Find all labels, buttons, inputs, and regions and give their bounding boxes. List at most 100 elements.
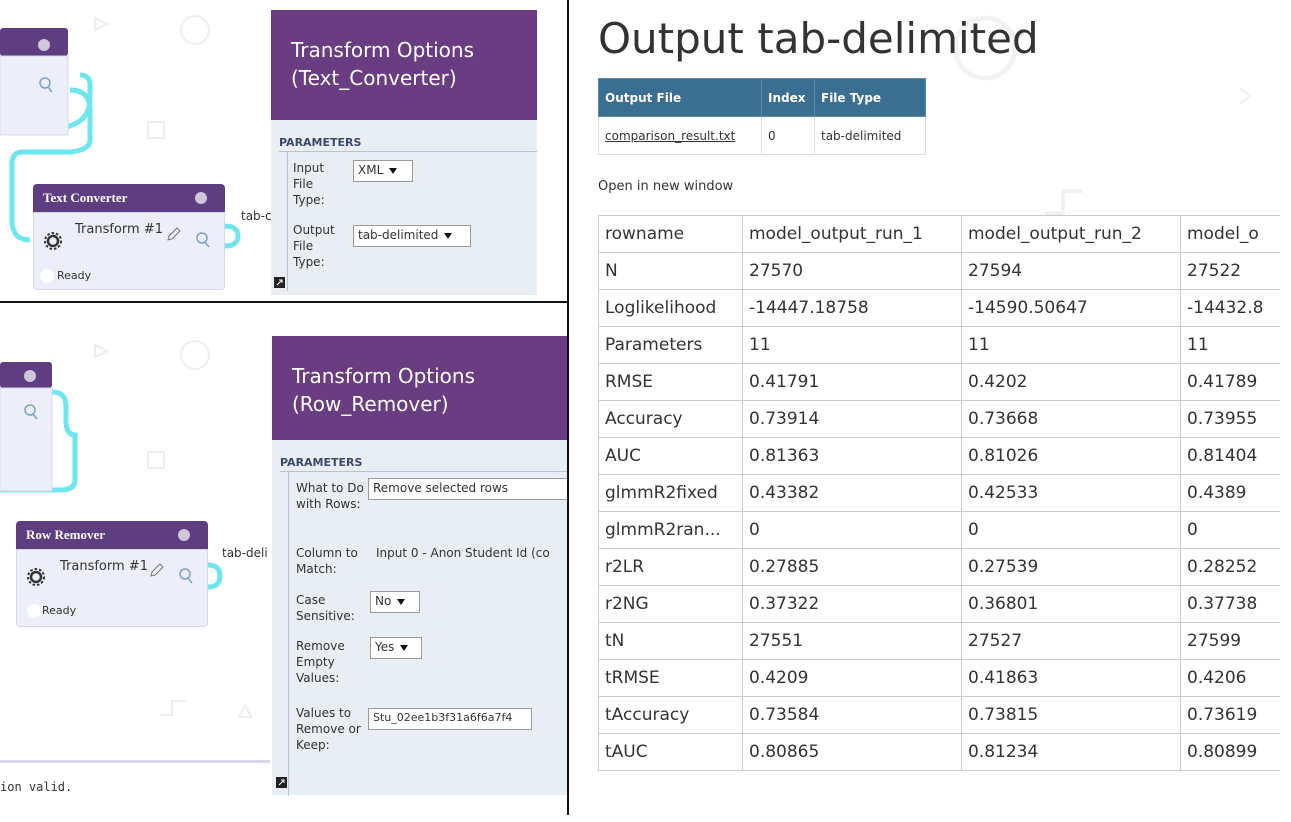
- table-cell: 27527: [961, 622, 1181, 660]
- output-label: tab-deli: [222, 546, 268, 560]
- table-cell: tRMSE: [598, 659, 743, 697]
- table-cell: tAUC: [598, 733, 743, 771]
- table-cell: 0.81234: [961, 733, 1181, 771]
- page-title: Output tab-delimited: [598, 14, 1039, 63]
- select-value: Yes: [375, 640, 395, 654]
- table-row: glmmR2fixed 0.43382 0.42533 0.4389: [598, 474, 1280, 512]
- node-title[interactable]: Text Converter: [33, 184, 225, 212]
- section-heading: PARAMETERS: [279, 136, 537, 152]
- table-cell: 0.4202: [961, 363, 1181, 401]
- table-cell: 0.73955: [1180, 400, 1280, 438]
- header-cell: model_output_run_1: [742, 215, 962, 253]
- param-select[interactable]: XML: [353, 160, 413, 182]
- panel-body: PARAMETERS Input File Type: XML Output F…: [271, 120, 537, 295]
- resize-icon[interactable]: [274, 277, 285, 288]
- panel-title: Transform Options (Text_Converter): [271, 10, 537, 120]
- param-select[interactable]: Yes: [370, 637, 422, 659]
- select-arrow: [397, 598, 406, 605]
- table-cell: 11: [742, 326, 962, 364]
- param-select[interactable]: tab-delimited: [353, 225, 471, 247]
- workflow-pane-bottom: Row Remover Transform #1 Ready tab-deli …: [0, 310, 567, 805]
- select-arrow: [444, 232, 453, 239]
- header-cell: model_o: [1180, 215, 1280, 253]
- header-row: rowname model_output_run_1 model_output_ru…: [598, 215, 1280, 253]
- table-cell: 0.27539: [961, 548, 1181, 586]
- param-value: Input 0 - Anon Student Id (co: [376, 546, 550, 560]
- table-cell: 0.4389: [1180, 474, 1280, 512]
- table-cell: 0.73584: [742, 696, 962, 734]
- workflow-pane-top: Text Converter Transform #1 Ready tab-c …: [0, 0, 568, 301]
- table-row: r2LR 0.27885 0.27539 0.28252: [598, 548, 1280, 586]
- table-cell: 27551: [742, 622, 962, 660]
- divider: [567, 0, 569, 815]
- param-label: Input File Type:: [293, 161, 325, 207]
- select-value: tab-delimited: [358, 228, 439, 242]
- param-label: Case Sensitive:: [296, 593, 355, 623]
- table-row: Parameters 11 11 11: [598, 326, 1280, 364]
- resize-icon[interactable]: [276, 777, 287, 788]
- status-bar: ion valid.: [0, 780, 73, 794]
- canvas-decor: [0, 340, 270, 763]
- table-cell: 0.28252: [1180, 548, 1280, 586]
- table-cell: 0.41789: [1180, 363, 1280, 401]
- param-input[interactable]: Stu_02ee1b3f31a6f6a7f4: [368, 708, 532, 730]
- table-cell: 0.42533: [961, 474, 1181, 512]
- open-link[interactable]: Open in new window: [598, 179, 734, 194]
- table-cell: 0.73914: [742, 400, 962, 438]
- table-cell: glmmR2fixed: [598, 474, 743, 512]
- table-row: N 27570 27594 27522: [598, 252, 1280, 290]
- table-row: AUC 0.81363 0.81026 0.81404: [598, 437, 1280, 475]
- node-icons: [40, 192, 210, 283]
- table-cell: 0.41791: [742, 363, 962, 401]
- param-select[interactable]: No: [370, 591, 420, 613]
- table-cell: N: [598, 252, 743, 290]
- node-title[interactable]: Row Remover: [16, 521, 208, 549]
- table-row: tN 27551 27527 27599: [598, 622, 1280, 660]
- divider: [0, 301, 568, 303]
- table-cell: 0.80899: [1180, 733, 1280, 771]
- table-cell: 27599: [1180, 622, 1280, 660]
- param-label: What to Do with Rows:: [296, 481, 364, 511]
- table-cell: r2NG: [598, 585, 743, 623]
- table-cell[interactable]: comparison_result.txt: [598, 116, 762, 155]
- select-arrow: [389, 167, 398, 174]
- table-cell: 0: [742, 511, 962, 549]
- table-cell: tAccuracy: [598, 696, 743, 734]
- header-row: Output File Index File Type: [598, 78, 926, 117]
- table-cell: 0.80865: [742, 733, 962, 771]
- table-cell: tab-delimited: [814, 116, 926, 155]
- table-cell: tN: [598, 622, 743, 660]
- table-row: Loglikelihood -14447.18758 -14590.50647 -14…: [598, 289, 1280, 327]
- node-body[interactable]: [16, 549, 208, 627]
- table-row: comparison_result.txt 0 tab-delimited: [598, 116, 926, 155]
- canvas-decor: [0, 15, 241, 249]
- table-cell: RMSE: [598, 363, 743, 401]
- node-body[interactable]: [33, 212, 225, 290]
- panel-title: Transform Options (Row_Remover): [272, 336, 567, 440]
- table-cell: glmmR2ran...: [598, 511, 743, 549]
- table-cell: Loglikelihood: [598, 289, 743, 327]
- table-cell: 0.73668: [961, 400, 1181, 438]
- table-cell: AUC: [598, 437, 743, 475]
- header-cell: Output File: [598, 78, 762, 117]
- table-cell: 0: [961, 511, 1181, 549]
- table-cell: 27522: [1180, 252, 1280, 290]
- header-cell: rowname: [598, 215, 743, 253]
- table-cell: 27594: [961, 252, 1181, 290]
- table-cell: -14432.8: [1180, 289, 1280, 327]
- input-value: Stu_02ee1b3f31a6f6a7f4: [373, 711, 513, 724]
- background-decor: [952, 15, 1253, 215]
- output-pane: Output tab-delimited Output File Index Fil…: [590, 8, 1280, 798]
- table-row: RMSE 0.41791 0.4202 0.41789: [598, 363, 1280, 401]
- output-label: tab-c: [241, 209, 272, 223]
- section-heading: PARAMETERS: [280, 456, 567, 472]
- table-cell: 0.4209: [742, 659, 962, 697]
- section-rule: [288, 471, 289, 796]
- table-cell: 0: [761, 116, 815, 155]
- param-select[interactable]: Remove selected rows: [368, 478, 567, 500]
- header-cell: Index: [761, 78, 815, 117]
- table-cell: Accuracy: [598, 400, 743, 438]
- table-cell: 0.4206: [1180, 659, 1280, 697]
- header-cell: model_output_run_2: [961, 215, 1181, 253]
